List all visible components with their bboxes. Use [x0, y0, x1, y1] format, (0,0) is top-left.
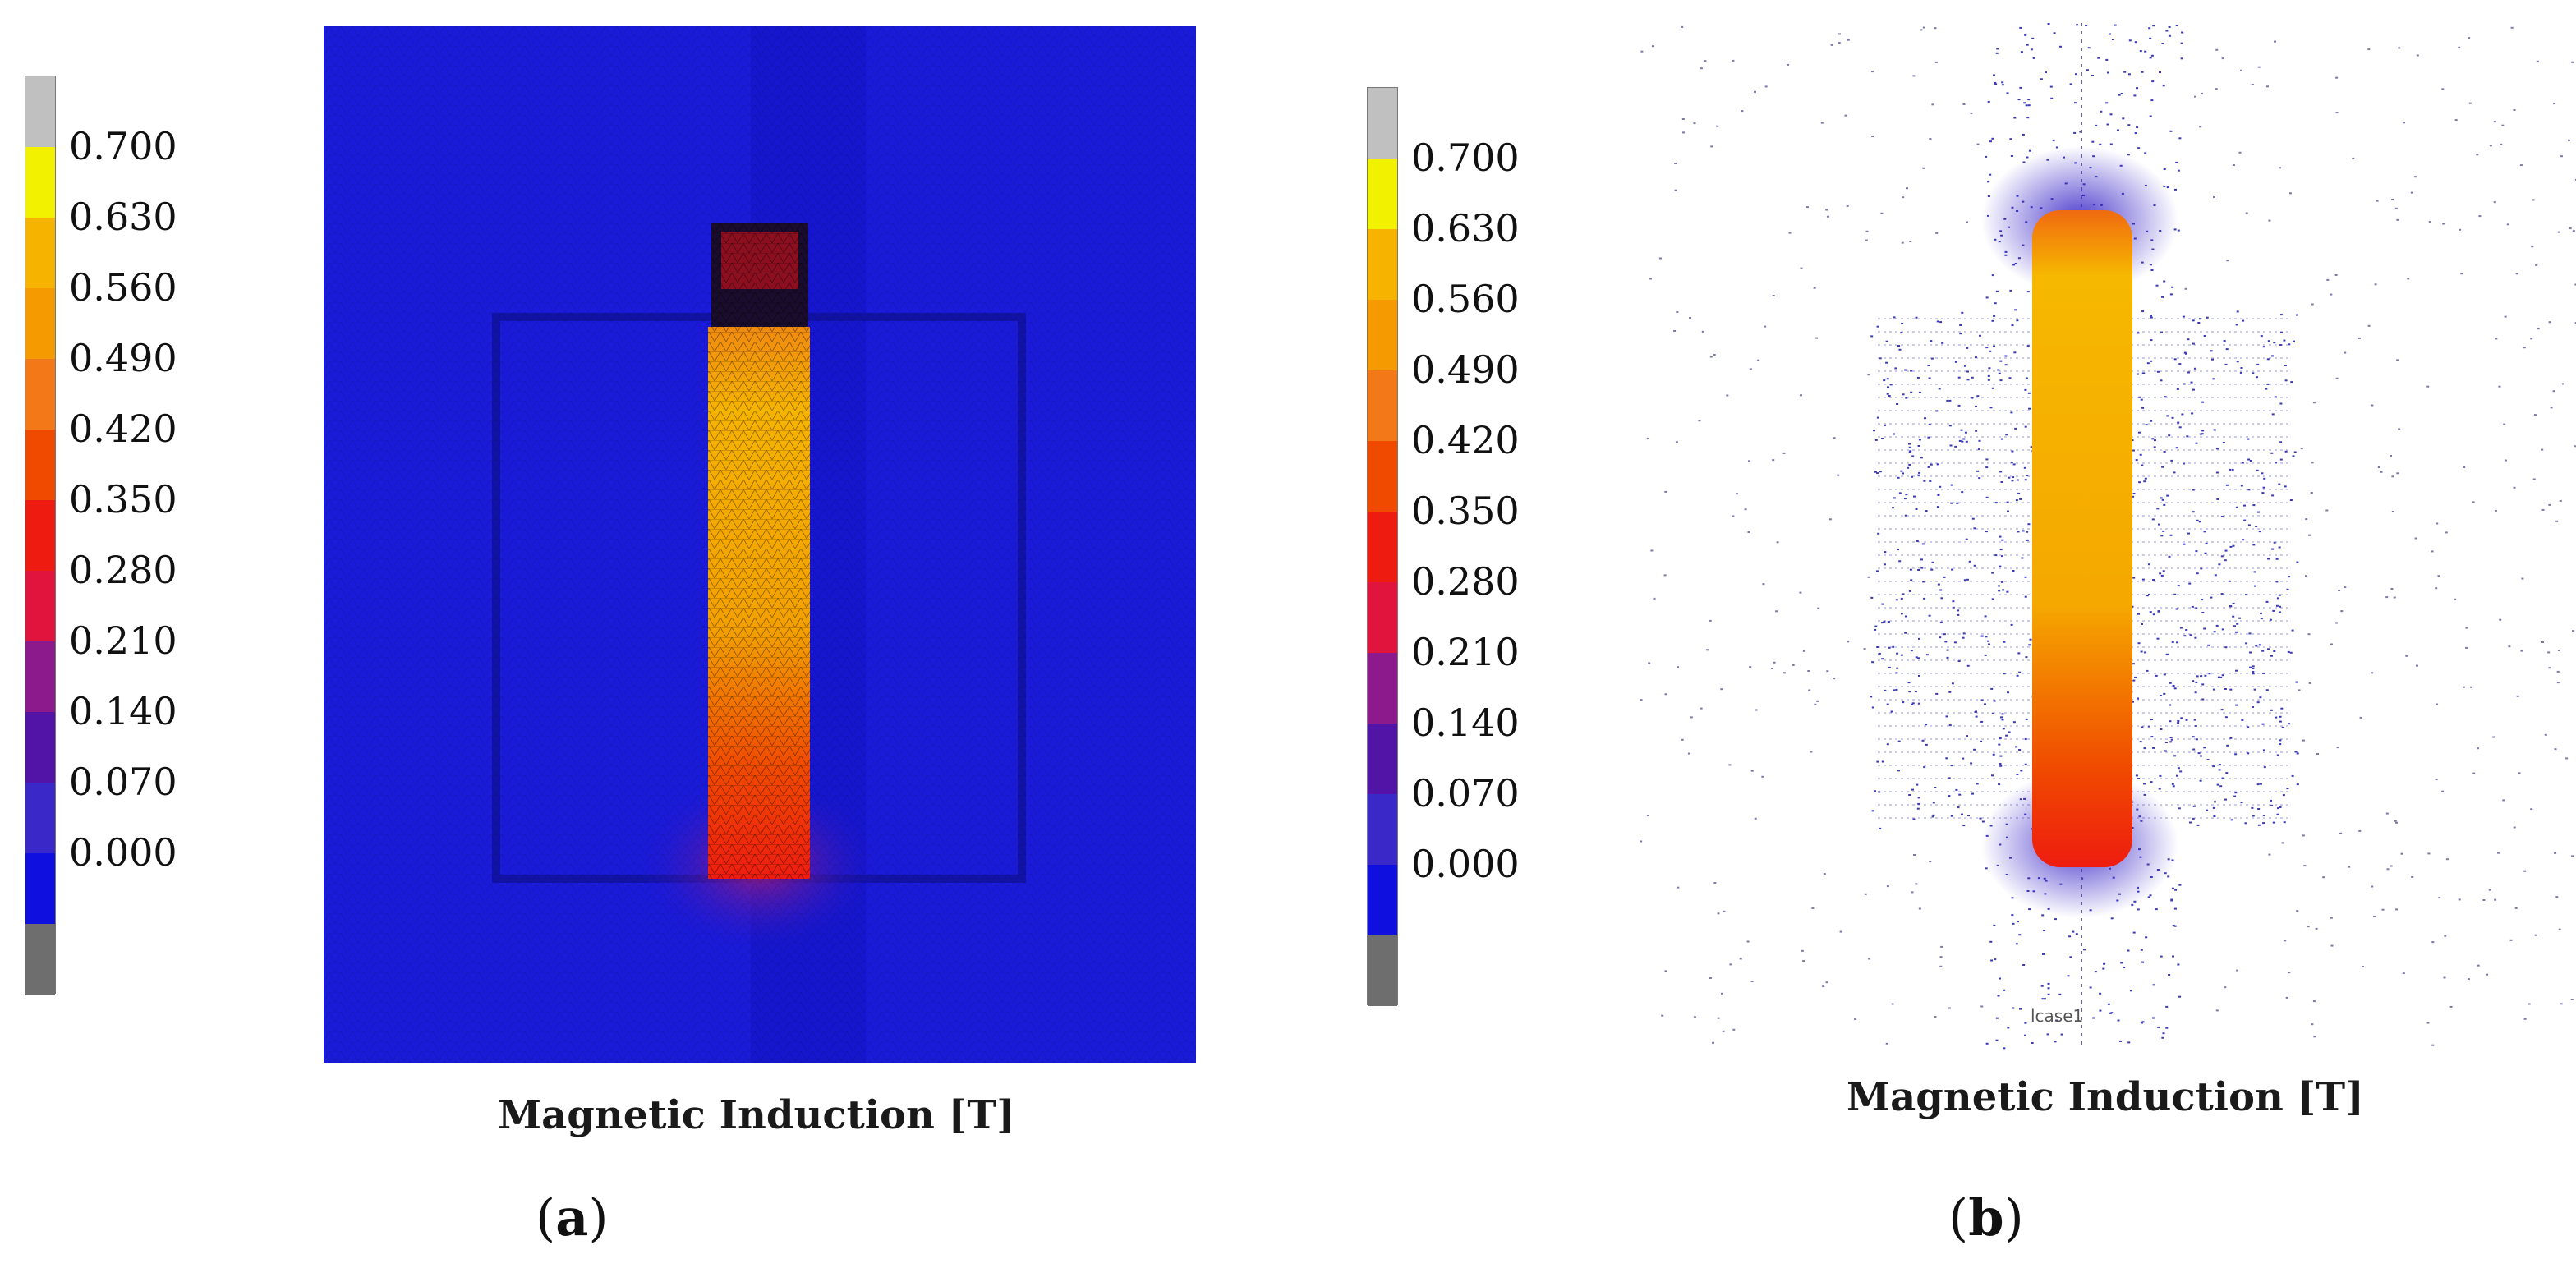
legend-tick-label: 0.700: [69, 124, 177, 168]
legend-tick-label: 0.420: [1411, 418, 1520, 462]
legend-tick-label: 0.140: [1411, 701, 1520, 745]
color-scale-cell: [1368, 441, 1397, 512]
paren-close: ): [588, 1188, 609, 1247]
legend-tick-label: 0.490: [1411, 347, 1520, 392]
panel-b-scatter-plot: lcase1: [1640, 23, 2576, 1050]
color-scale-cell: [25, 500, 55, 571]
color-scale-cell: [1368, 370, 1397, 441]
legend-tick-label: 0.070: [1411, 771, 1520, 815]
legend-tick-label: 0.210: [1411, 630, 1520, 674]
color-scale-cell: [25, 571, 55, 641]
color-scale-cell: [1368, 229, 1397, 300]
legend-tick-label: 0.630: [69, 195, 177, 239]
legend-tick-label: 0.070: [69, 760, 177, 804]
legend-tick-label: 0.000: [1411, 842, 1520, 886]
color-scale-cell: [25, 783, 55, 853]
plot-annotation-label: lcase1: [2031, 1006, 2083, 1026]
sublabel-b: (b): [1948, 1188, 2024, 1247]
paren-close: ): [2003, 1188, 2024, 1247]
sublabel-letter: b: [1968, 1188, 2004, 1247]
color-scale-cell: [25, 76, 55, 147]
legend-tick-label: 0.420: [69, 407, 177, 451]
legend-tick-label: 0.560: [1411, 277, 1520, 321]
paren-open: (: [536, 1188, 556, 1247]
color-scale-cell: [1368, 88, 1397, 158]
legend-tick-label: 0.280: [1411, 559, 1520, 604]
color-scale-bar: [25, 76, 56, 995]
sublabel-letter: a: [555, 1188, 589, 1247]
paren-open: (: [1948, 1188, 1969, 1247]
legend-tick-label: 0.700: [1411, 136, 1520, 180]
color-scale-cell: [1368, 512, 1397, 582]
color-scale-legend-a: 0.700 0.630 0.560 0.490 0.420 0.350 0.280 0.210…: [25, 76, 205, 995]
fem-field-plot: [324, 26, 1196, 1063]
legend-tick-label: 0.140: [69, 689, 177, 733]
legend-tick-label: 0.210: [69, 618, 177, 663]
color-scale-cell: [1368, 300, 1397, 370]
sublabel-a: (a): [536, 1188, 609, 1247]
color-scale-cell: [1368, 794, 1397, 865]
color-scale-cell: [1368, 935, 1397, 1006]
color-scale-cell: [25, 924, 55, 995]
color-scale-cell: [25, 147, 55, 218]
color-scale-cell: [1368, 158, 1397, 229]
legend-tick-label: 0.280: [69, 548, 177, 592]
color-scale-legend-b: 0.700 0.630 0.560 0.490 0.420 0.350 0.280 0.210…: [1367, 87, 1548, 1006]
caption-b: Magnetic Induction [T]: [1847, 1074, 2364, 1120]
color-scale-cell: [1368, 582, 1397, 653]
legend-tick-label: 0.350: [69, 477, 177, 521]
point-cloud-field-plot: lcase1: [1640, 23, 2576, 1050]
legend-tick-label: 0.000: [69, 830, 177, 875]
color-scale-cell: [1368, 653, 1397, 724]
legend-tick-label: 0.560: [69, 265, 177, 310]
color-scale-cell: [25, 712, 55, 783]
color-scale-cell: [25, 430, 55, 500]
caption-a: Magnetic Induction [T]: [498, 1092, 1015, 1138]
color-scale-cell: [25, 218, 55, 288]
color-scale-bar: [1367, 87, 1398, 1006]
color-scale-cell: [25, 288, 55, 359]
color-scale-cell: [25, 853, 55, 924]
color-scale-cell: [1368, 724, 1397, 794]
legend-tick-label: 0.350: [1411, 489, 1520, 533]
legend-tick-label: 0.630: [1411, 206, 1520, 250]
color-scale-cell: [1368, 865, 1397, 935]
color-scale-cell: [25, 641, 55, 712]
color-scale-cell: [25, 359, 55, 430]
panel-a-fem-plot: [324, 26, 1196, 1063]
legend-tick-label: 0.490: [69, 336, 177, 380]
